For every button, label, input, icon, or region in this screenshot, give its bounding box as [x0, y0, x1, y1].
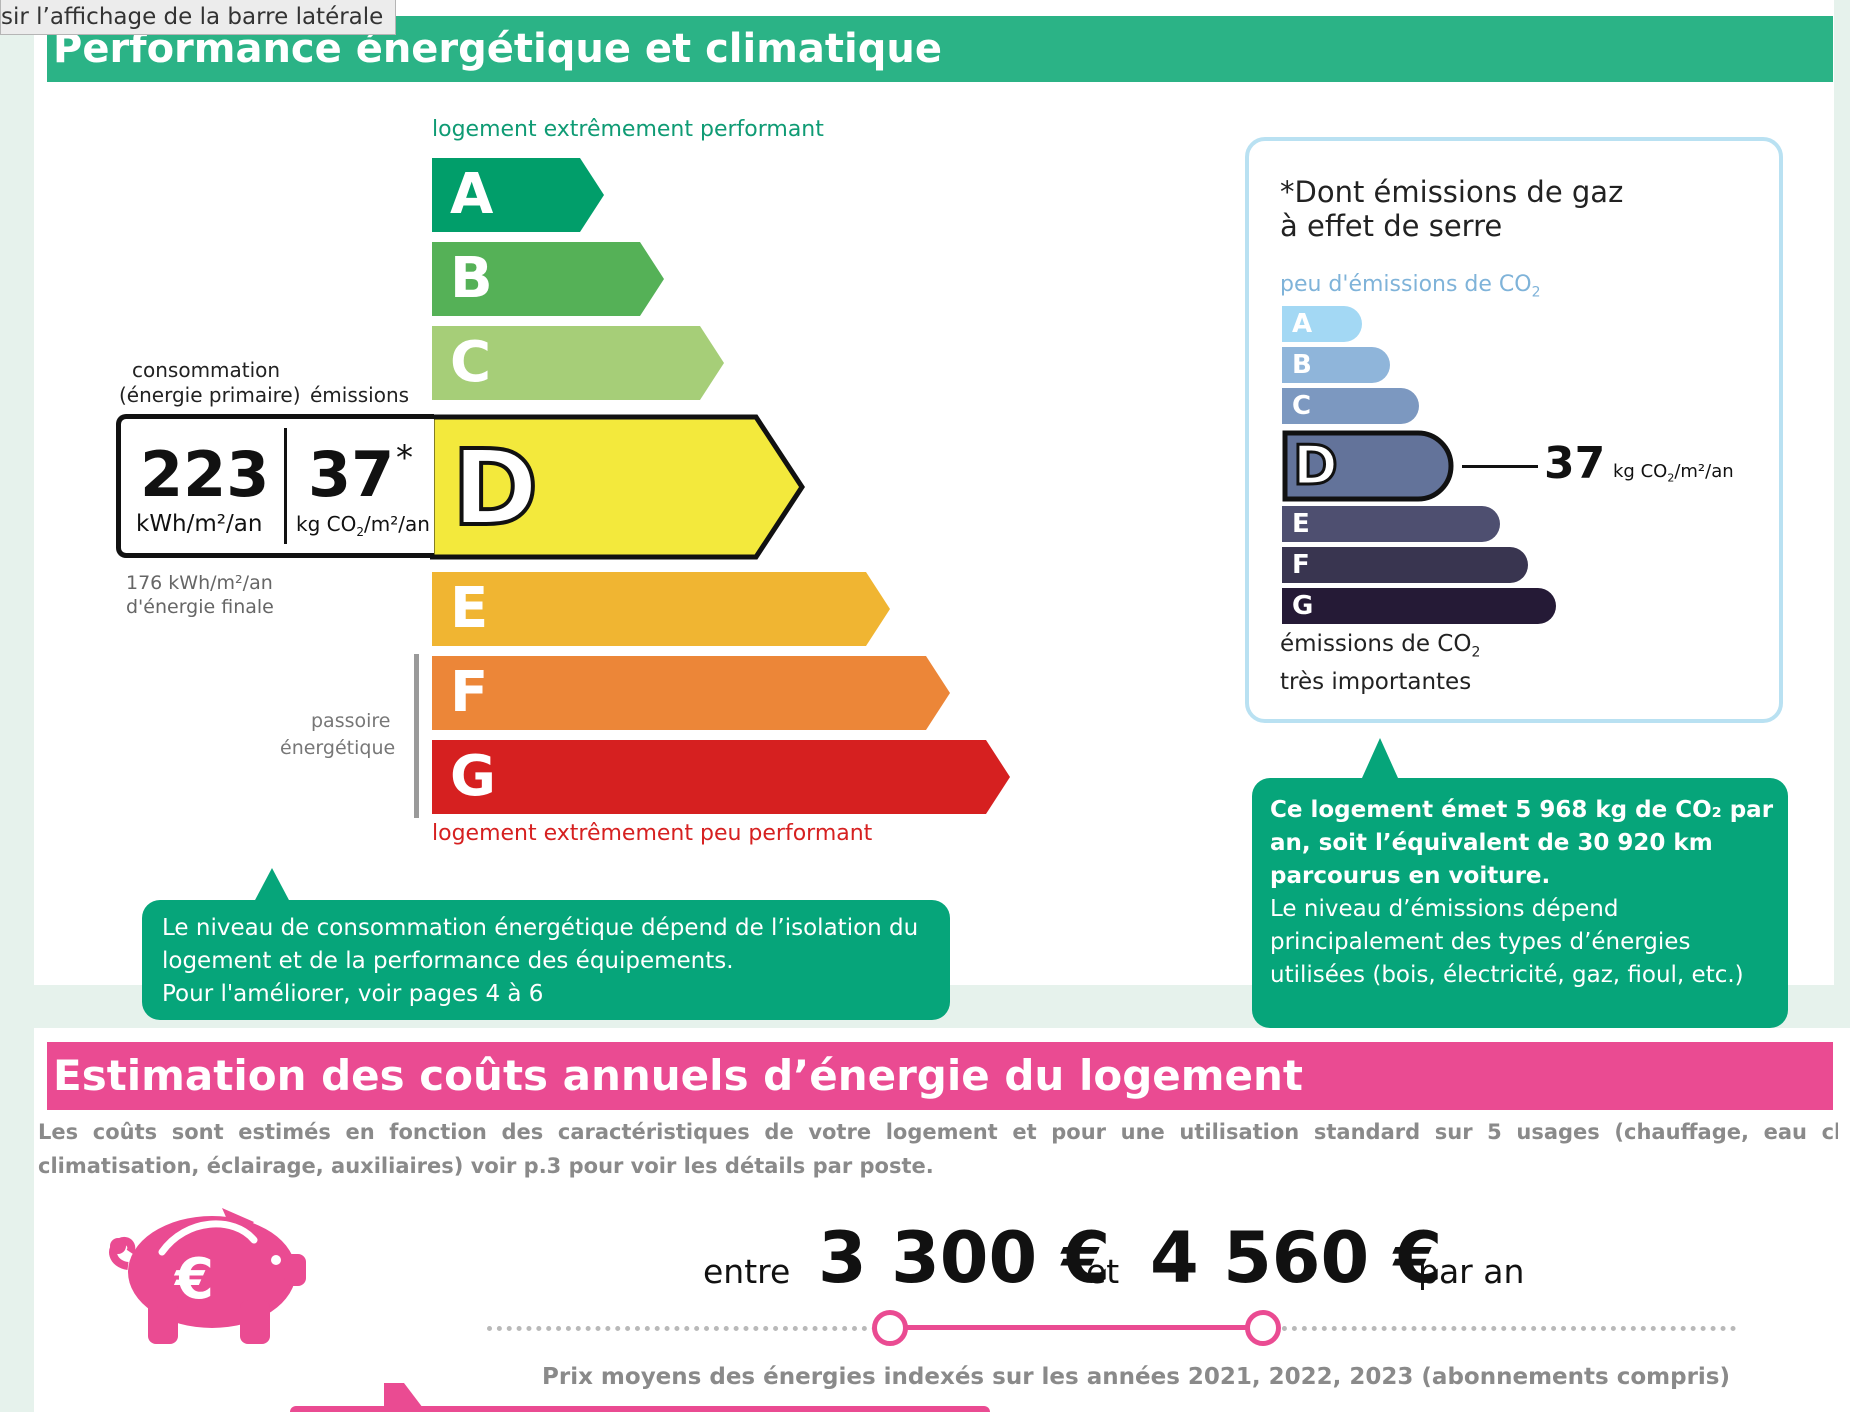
co2-class-letter: F: [1292, 550, 1310, 580]
consumption-subheader: (énergie primaire): [119, 383, 301, 407]
energy-class-letter: E: [450, 576, 489, 641]
euro-icon: €: [175, 1247, 214, 1312]
passoire-sublabel: énergétique: [280, 737, 396, 759]
energy-class-letter: A: [450, 162, 494, 227]
energy-class-e-arrow: E: [432, 572, 890, 646]
co2-class-letter: G: [1292, 591, 1314, 621]
energy-class-shape: [432, 740, 1010, 814]
range-fill: [888, 1325, 1262, 1330]
co2-bubble-bold-line: parcourus en voiture.: [1270, 863, 1551, 889]
co2-unit: kg CO2/m²/an: [1613, 461, 1734, 485]
co2-bubble-line: utilisées (bois, électricité, gaz, fioul…: [1270, 962, 1744, 988]
consumption-unit: kWh/m²/an: [136, 511, 263, 537]
co2-panel: [1245, 137, 1783, 723]
energy-info-bubble: Le niveau de consommation énergétique dé…: [142, 900, 950, 1020]
range-track-left: [487, 1326, 887, 1331]
piggy-bank-icon: [109, 1208, 306, 1344]
energy-class-letter: F: [450, 660, 489, 725]
cost-footnote: Prix moyens des énergies indexés sur les…: [542, 1364, 1730, 1390]
top-scale-label: logement extrêmement performant: [432, 117, 824, 142]
energy-class-shape: [432, 326, 724, 400]
energy-class-shape: [432, 242, 664, 316]
range-max-handle: [1245, 1310, 1281, 1346]
energy-bubble-tail: [254, 868, 290, 902]
co2-current-class-letter: D: [1292, 433, 1340, 499]
co2-class-e-bar: E: [1282, 506, 1500, 542]
co2-value: 37: [1544, 438, 1606, 489]
emissions-star: *: [396, 438, 413, 478]
co2-bubble-line: Le niveau d’émissions dépend: [1270, 896, 1619, 922]
co2-class-b-bar: B: [1282, 347, 1390, 383]
energy-bubble-line: Pour l'améliorer, voir pages 4 à 6: [162, 981, 544, 1007]
consumption-header: consommation: [132, 358, 281, 382]
energy-class-f-arrow: F: [432, 656, 950, 730]
co2-bubble-tail: [1362, 738, 1398, 778]
current-class-letter: D: [450, 425, 540, 551]
energy-class-shape: [432, 158, 604, 232]
cost-between-label: entre: [703, 1252, 791, 1291]
emissions-value: 37: [308, 438, 395, 511]
range-track-right: [1262, 1326, 1736, 1331]
per-year-label: par an: [1418, 1252, 1525, 1291]
max-cost-value: 4 560 €: [1150, 1217, 1443, 1299]
passoire-bracket: [414, 654, 419, 818]
co2-class-letter: A: [1292, 309, 1313, 339]
co2-class-c-bar: C: [1282, 388, 1419, 424]
co2-class-letter: E: [1292, 509, 1310, 539]
sidebar-tooltip: sir l’affichage de la barre latérale: [0, 0, 397, 35]
passoire-label: passoire: [311, 710, 391, 732]
co2-bubble-bold-line: an, soit l’équivalent de 30 920 km: [1270, 830, 1713, 856]
cost-and-label: et: [1086, 1252, 1120, 1291]
energy-class-letter: C: [450, 330, 492, 395]
co2-class-letter: C: [1292, 391, 1312, 421]
co2-bubble-bold-line: Ce logement émet 5 968 kg de CO₂ par: [1270, 797, 1774, 823]
final-energy-value: 176 kWh/m²/an: [126, 572, 273, 594]
cost-section-title: Estimation des coûts annuels d’énergie d…: [47, 1042, 1833, 1110]
co2-info-bubble: Ce logement émet 5 968 kg de CO₂ par an,…: [1252, 778, 1788, 1028]
co2-class-g-bar: G: [1282, 588, 1556, 624]
co2-bottom-label: émissions de CO2 très importantes: [1280, 631, 1481, 695]
co2-class-f-bar: F: [1282, 547, 1528, 583]
emissions-unit: kg CO2/m²/an: [296, 512, 430, 539]
energy-bubble-line: logement et de la performance des équipe…: [162, 948, 734, 974]
energy-class-g-arrow: G: [432, 740, 1010, 814]
cost-description-line-1: Les coûts sont estimés en fonction des c…: [38, 1120, 1838, 1144]
consumption-divider: [284, 428, 287, 544]
min-cost-value: 3 300 €: [818, 1217, 1111, 1299]
co2-current-class-bar: [1282, 430, 1454, 502]
energy-class-a-arrow: A: [432, 158, 604, 232]
energy-class-letter: B: [450, 246, 493, 311]
co2-panel-title: *Dont émissions de gaz à effet de serre: [1280, 175, 1624, 243]
consumption-box: [116, 414, 434, 558]
energy-class-shape: [432, 572, 890, 646]
co2-class-a-bar: A: [1282, 306, 1362, 342]
range-min-handle: [872, 1310, 908, 1346]
bottom-scale-label: logement extrêmement peu performant: [432, 821, 873, 846]
next-bubble-edge: [290, 1406, 990, 1412]
energy-class-shape: [432, 656, 950, 730]
consumption-value: 223: [140, 438, 270, 511]
final-energy-label: d'énergie finale: [126, 596, 274, 618]
co2-top-label: peu d'émissions de CO2: [1280, 272, 1541, 301]
co2-class-letter: B: [1292, 350, 1312, 380]
energy-bubble-line: Le niveau de consommation énergétique dé…: [162, 915, 919, 941]
cost-description-line-2: climatisation, éclairage, auxiliaires) v…: [38, 1154, 934, 1178]
energy-class-letter: G: [450, 744, 496, 809]
co2-bubble-line: principalement des types d’énergies: [1270, 929, 1691, 955]
energy-class-b-arrow: B: [432, 242, 664, 316]
co2-value-connector: [1462, 465, 1538, 468]
energy-class-c-arrow: C: [432, 326, 724, 400]
emissions-header: émissions: [310, 383, 410, 407]
